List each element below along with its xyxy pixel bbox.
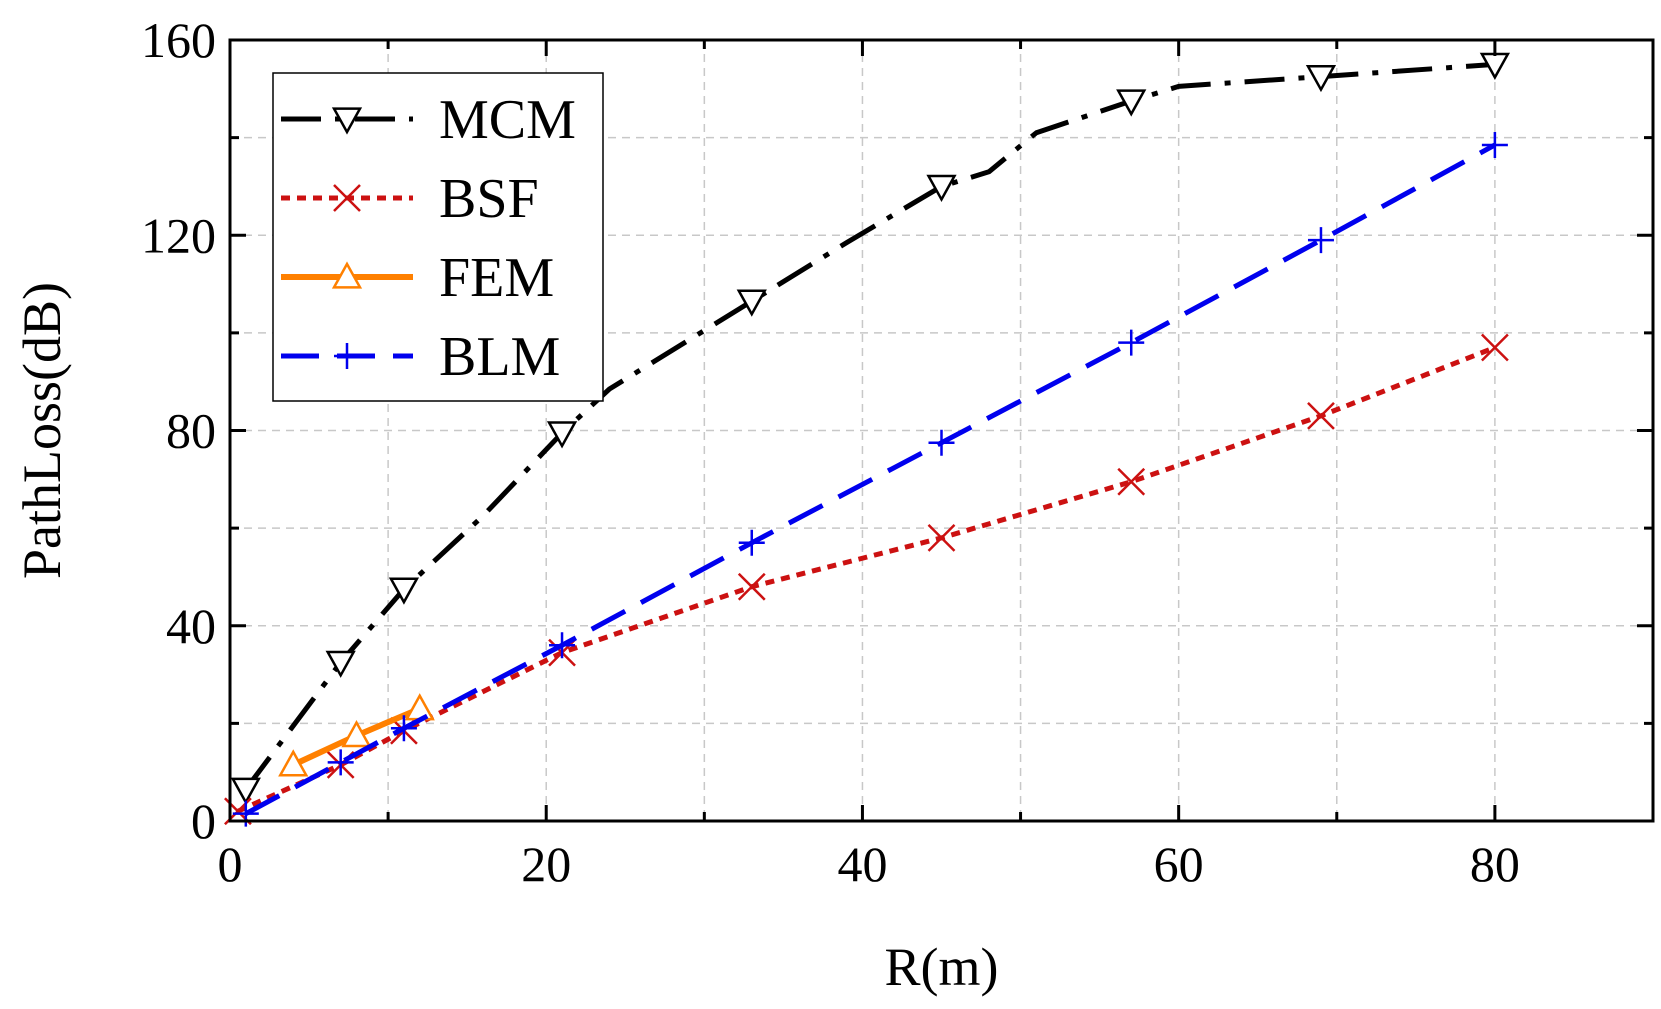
data-point-marker [334,343,360,369]
legend-label: FEM [439,247,554,309]
data-point-marker [404,693,435,721]
data-point-marker [390,715,417,742]
y-tick-label: 0 [191,793,216,849]
data-point-marker [388,577,420,605]
legend-item-bsf: BSF [281,168,539,230]
x-axis-label: R(m) [885,937,999,997]
legend-item-fem: FEM [281,247,554,309]
data-point-marker [325,650,356,678]
data-point-marker [1117,467,1146,496]
data-point-marker [1118,329,1145,356]
y-tick-label: 160 [141,12,216,68]
data-point-marker [230,777,261,805]
data-point-marker [1305,64,1337,93]
data-point-marker [736,289,767,317]
data-point-marker [1116,89,1147,117]
data-point-marker [278,749,309,777]
x-tick-label: 0 [218,836,243,892]
data-point-marker [327,749,354,776]
legend-item-mcm: MCM [281,89,576,151]
data-point-marker [927,524,956,552]
data-point-marker [549,632,576,659]
x-tick-label: 20 [521,836,571,892]
data-point-marker [331,107,363,135]
data-point-marker [738,529,765,556]
legend-box [272,72,604,402]
series-line [243,61,1496,791]
data-point-marker [737,572,766,601]
data-point-marker [1307,227,1334,254]
series-line [236,345,1496,814]
legend-label: BLM [439,326,560,388]
x-tick-label: 40 [837,836,887,892]
data-point-marker [546,421,578,449]
data-point-marker [1307,401,1335,430]
series-fem [278,693,435,777]
data-point-marker [1481,333,1509,362]
legend-item-blm: BLM [281,326,560,388]
legend: MCM BSF FEM BLM [272,72,604,402]
axis-ticks: 0 20 40 60 80 0 40 80 120 160 [141,12,1655,892]
data-point-marker [333,184,361,212]
data-point-marker [928,429,955,456]
data-point-marker [331,261,363,289]
data-point-marker [341,720,372,748]
x-tick-label: 60 [1154,836,1204,892]
y-tick-label: 40 [166,598,216,654]
data-point-marker [926,174,957,203]
legend-label: MCM [439,89,576,151]
y-tick-label: 120 [141,207,216,263]
x-tick-label: 80 [1470,836,1520,892]
data-point-marker [1481,131,1508,158]
series-blm [232,131,1508,827]
legend-label: BSF [439,168,539,230]
y-axis-label: PathLoss(dB) [12,282,72,579]
y-tick-label: 80 [166,403,216,459]
